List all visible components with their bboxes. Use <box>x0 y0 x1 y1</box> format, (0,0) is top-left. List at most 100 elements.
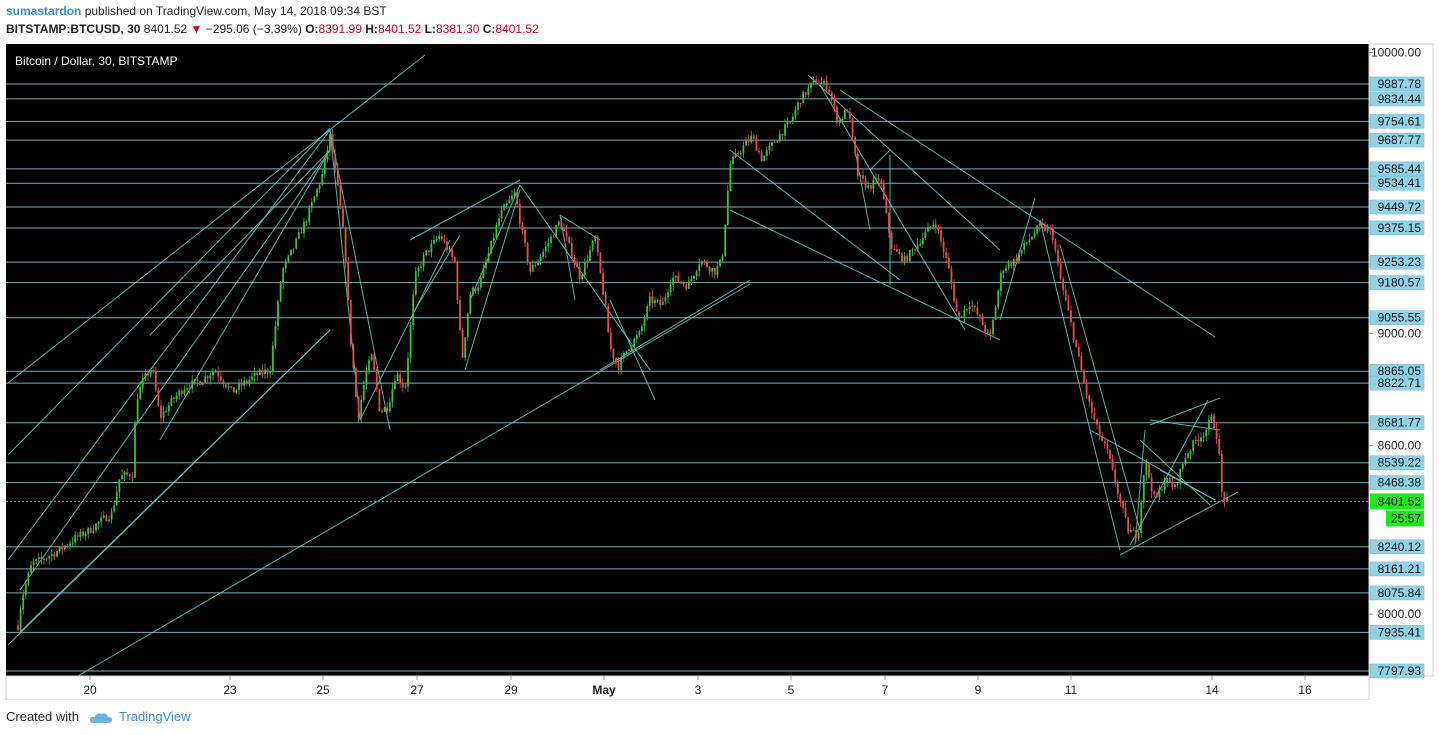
candle-body <box>776 141 779 143</box>
candle-body <box>903 255 906 262</box>
candle-body <box>1135 529 1137 539</box>
price-level-label: 9534.41 <box>1378 176 1422 190</box>
candle-body <box>253 372 256 377</box>
price-level-badge <box>1369 114 1425 129</box>
candle-body <box>1046 228 1049 231</box>
candle-body <box>1205 429 1208 437</box>
candle-body <box>334 154 337 169</box>
candle-body <box>417 267 420 272</box>
candle-body <box>141 378 144 388</box>
candle-body <box>1088 395 1091 402</box>
trendlines-layer <box>7 54 1239 677</box>
trendline <box>1134 429 1146 546</box>
candle-body <box>349 299 352 345</box>
candle-body <box>448 249 451 251</box>
price-level-label: 8240.12 <box>1378 540 1422 554</box>
candle-body <box>812 79 815 83</box>
candle-body <box>659 299 662 305</box>
candle-body <box>1085 382 1088 396</box>
candle-body <box>240 383 243 386</box>
trendline <box>1089 429 1216 501</box>
candle-body <box>1166 478 1169 483</box>
candle-body <box>102 515 105 518</box>
candle-body <box>521 223 524 231</box>
candle-body <box>693 275 695 279</box>
candle-body <box>677 275 680 282</box>
candle-body <box>817 83 820 85</box>
trendline <box>599 279 751 371</box>
candle-body <box>654 300 656 303</box>
candle-body <box>53 553 56 557</box>
candle-body <box>230 386 233 388</box>
tradingview-link[interactable]: TradingView <box>119 709 191 724</box>
current-price-badge <box>1370 493 1424 510</box>
candle-body <box>1041 223 1044 225</box>
candle-body <box>89 527 92 533</box>
candle-body <box>144 373 147 379</box>
candle-body <box>544 246 547 252</box>
price-level-label: 9585.44 <box>1378 162 1422 176</box>
candle-body <box>147 373 149 376</box>
author-link[interactable]: sumastardon <box>6 4 82 18</box>
candle-body <box>79 531 82 537</box>
candle-body <box>1096 419 1098 425</box>
candles-layer <box>17 75 1228 633</box>
candle-body <box>287 255 290 262</box>
candle-body <box>331 134 334 155</box>
candle-body <box>919 244 922 246</box>
candle-body <box>477 287 480 291</box>
open-value: 8391.99 <box>318 22 362 36</box>
trendline <box>7 129 331 561</box>
candle-body <box>269 371 272 374</box>
price-level-badge <box>1369 585 1425 601</box>
candle-body <box>968 306 971 310</box>
candle-body <box>71 542 74 544</box>
price-chart[interactable]: Bitcoin / Dollar, 30, BITSTAMP 10000.00 9… <box>0 0 1439 700</box>
price-level-badge <box>1369 91 1425 107</box>
candle-body <box>394 380 396 389</box>
candle-body <box>742 145 745 153</box>
price-level-label: 7797.93 <box>1378 664 1422 678</box>
x-tick-label: 27 <box>410 683 424 697</box>
candle-body <box>487 253 490 262</box>
candle-body <box>123 472 126 475</box>
candle-body <box>440 235 443 240</box>
candle-body <box>1194 439 1197 441</box>
candle-body <box>867 185 870 188</box>
candle-body <box>994 307 997 320</box>
candle-body <box>1031 236 1033 240</box>
candle-body <box>1033 233 1036 237</box>
trendline <box>1129 399 1209 546</box>
candle-body <box>719 259 721 267</box>
candle-body <box>529 262 532 272</box>
candle-body <box>721 255 724 260</box>
candle-body <box>932 224 935 227</box>
candle-body <box>596 237 599 253</box>
candle-body <box>836 106 838 123</box>
candle-body <box>40 557 43 559</box>
candle-body <box>113 505 116 512</box>
candle-body <box>378 389 381 411</box>
candle-body <box>950 268 953 284</box>
candle-body <box>66 545 69 547</box>
candle-body <box>823 80 825 83</box>
candle-body <box>958 311 961 317</box>
candle-body <box>443 239 446 242</box>
price-level-label: 9887.78 <box>1378 77 1422 91</box>
candle-body <box>1067 300 1070 311</box>
candle-body <box>212 371 214 376</box>
x-tick-label: 5 <box>788 683 795 697</box>
candle-body <box>550 236 552 243</box>
candle-body <box>555 225 558 237</box>
candle-body <box>329 134 331 151</box>
trendline <box>7 54 426 384</box>
candle-body <box>360 399 363 419</box>
candle-body <box>726 190 729 225</box>
candle-body <box>690 278 693 282</box>
candle-body <box>225 384 227 388</box>
candle-body <box>238 383 240 390</box>
countdown-badge <box>1386 510 1424 527</box>
candle-body <box>279 283 282 302</box>
candle-body <box>737 153 740 155</box>
candle-body <box>628 349 630 351</box>
